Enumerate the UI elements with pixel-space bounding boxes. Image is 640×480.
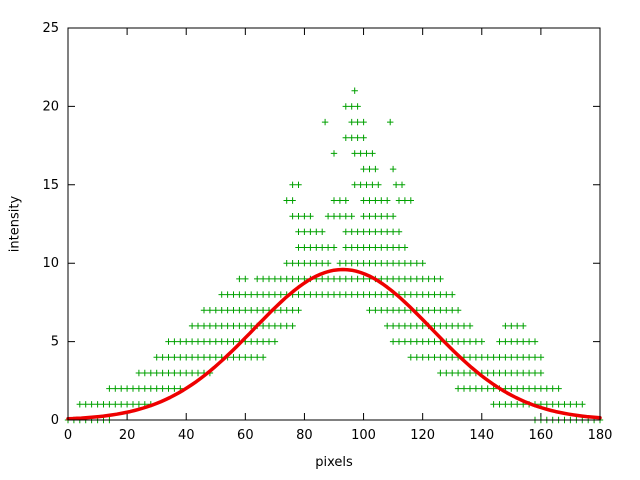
fit-curve [66,267,602,421]
y-tick-label: 20 [42,99,59,114]
y-tick-label: 10 [42,256,59,271]
scatter-row-y6 [188,322,527,330]
scatter-row-y5 [165,338,539,345]
x-tick-label: 180 [588,428,613,443]
x-tick-label: 20 [119,428,136,443]
y-axis-title: intensity [7,195,23,253]
scatter-row-y15 [289,181,406,188]
scatter-row-y10 [283,260,426,267]
scatter-row-y3 [135,369,545,377]
scatter-row-y19 [321,118,394,126]
y-tick-label: 15 [42,178,59,193]
y-tick-label: 0 [51,413,59,428]
scatter-row-y11 [295,244,409,251]
x-tick-label: 80 [296,428,313,443]
x-tick-label: 140 [469,428,494,443]
scatter-row-y4 [153,354,545,361]
scatter-row-y12 [295,228,403,235]
scatter-row-y14 [283,197,414,204]
x-tick-label: 100 [351,428,376,443]
scatter-row-y9 [236,275,444,283]
scatter-row-y17 [330,150,376,157]
scatter-row-y21 [351,87,358,94]
scatter-row-y20 [342,103,361,110]
scatter-row-y18 [342,134,367,141]
scatter-row-y16 [360,165,397,173]
plot-border [67,27,601,421]
scatter-row-y13 [289,213,397,220]
y-tick-label: 5 [51,335,59,350]
x-tick-label: 40 [178,428,195,443]
x-axis-title: pixels [315,455,353,470]
x-tick-label: 0 [64,428,72,443]
x-tick-label: 160 [528,428,553,443]
y-tick-label: 25 [42,21,59,36]
x-tick-label: 60 [237,428,254,443]
scatter-row-y7 [200,307,462,314]
x-tick-label: 120 [410,428,435,443]
scatter-row-y8 [218,291,456,298]
